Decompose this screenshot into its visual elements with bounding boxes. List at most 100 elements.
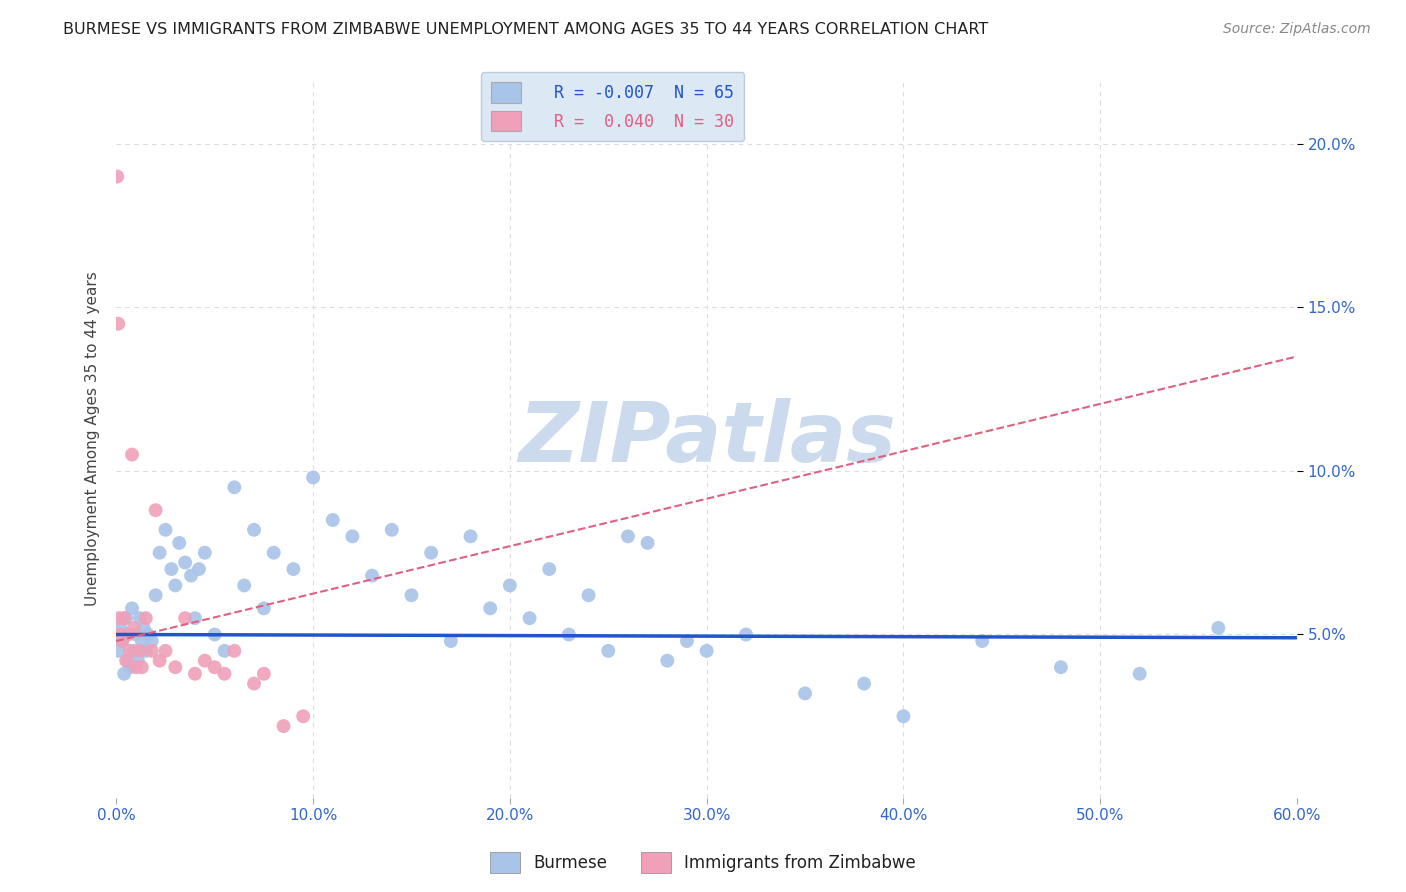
Point xyxy=(214,666,236,681)
Point xyxy=(135,611,157,625)
Point xyxy=(135,644,157,658)
Text: BURMESE VS IMMIGRANTS FROM ZIMBABWE UNEMPLOYMENT AMONG AGES 35 TO 44 YEARS CORRE: BURMESE VS IMMIGRANTS FROM ZIMBABWE UNEM… xyxy=(63,22,988,37)
Point xyxy=(1050,660,1073,674)
Point xyxy=(292,709,315,723)
Point xyxy=(263,546,285,560)
Point xyxy=(194,546,217,560)
Point xyxy=(145,503,167,517)
Point xyxy=(115,654,138,668)
Point xyxy=(637,536,659,550)
Point xyxy=(233,578,256,592)
Point xyxy=(121,601,143,615)
Point xyxy=(696,644,718,658)
Point xyxy=(204,627,226,641)
Text: ZIPatlas: ZIPatlas xyxy=(517,398,896,479)
Point xyxy=(131,660,153,674)
Point xyxy=(118,644,141,658)
Point xyxy=(141,634,163,648)
Point xyxy=(118,660,141,674)
Point xyxy=(108,621,131,635)
Point xyxy=(148,654,170,668)
Point xyxy=(165,578,187,592)
Point xyxy=(155,523,177,537)
Point xyxy=(381,523,404,537)
Point xyxy=(598,644,620,658)
Point xyxy=(180,568,202,582)
Point xyxy=(108,611,131,625)
Point xyxy=(853,676,876,690)
Point xyxy=(115,611,138,625)
Point xyxy=(401,588,423,602)
Point xyxy=(479,601,502,615)
Point xyxy=(131,634,153,648)
Point xyxy=(125,627,148,641)
Point xyxy=(253,601,276,615)
Point xyxy=(657,654,679,668)
Point xyxy=(125,660,148,674)
Point xyxy=(132,621,155,635)
Point xyxy=(1129,666,1152,681)
Y-axis label: Unemployment Among Ages 35 to 44 years: Unemployment Among Ages 35 to 44 years xyxy=(86,271,100,606)
Point xyxy=(107,644,129,658)
Point xyxy=(519,611,541,625)
Point xyxy=(361,568,384,582)
Point xyxy=(204,660,226,674)
Point xyxy=(253,666,276,681)
Point xyxy=(160,562,183,576)
Point xyxy=(893,709,915,723)
Legend: Burmese, Immigrants from Zimbabwe: Burmese, Immigrants from Zimbabwe xyxy=(484,846,922,880)
Point xyxy=(155,644,177,658)
Point xyxy=(107,317,129,331)
Point xyxy=(122,621,145,635)
Point xyxy=(794,686,817,700)
Point xyxy=(1208,621,1230,635)
Point xyxy=(578,588,600,602)
Point xyxy=(117,627,139,641)
Point xyxy=(112,611,135,625)
Point xyxy=(735,627,758,641)
Point xyxy=(617,529,640,543)
Point xyxy=(538,562,561,576)
Point xyxy=(174,556,197,570)
Point xyxy=(148,546,170,560)
Text: Source: ZipAtlas.com: Source: ZipAtlas.com xyxy=(1223,22,1371,37)
Point xyxy=(128,644,150,658)
Point xyxy=(302,470,325,484)
Point xyxy=(167,536,190,550)
Point xyxy=(972,634,994,648)
Point xyxy=(117,654,139,668)
Point xyxy=(184,666,207,681)
Point xyxy=(145,588,167,602)
Point xyxy=(214,644,236,658)
Point xyxy=(108,627,131,641)
Point xyxy=(141,644,163,658)
Point xyxy=(499,578,522,592)
Point xyxy=(224,480,246,494)
Point xyxy=(194,654,217,668)
Point xyxy=(420,546,443,560)
Point xyxy=(121,448,143,462)
Point xyxy=(273,719,295,733)
Point xyxy=(558,627,581,641)
Point xyxy=(243,676,266,690)
Point xyxy=(342,529,364,543)
Point xyxy=(174,611,197,625)
Point xyxy=(105,169,128,184)
Point xyxy=(127,654,149,668)
Point xyxy=(440,634,463,648)
Point xyxy=(676,634,699,648)
Point xyxy=(460,529,482,543)
Point xyxy=(224,644,246,658)
Point xyxy=(283,562,305,576)
Point xyxy=(243,523,266,537)
Point xyxy=(322,513,344,527)
Point xyxy=(165,660,187,674)
Point xyxy=(187,562,209,576)
Point xyxy=(184,611,207,625)
Point xyxy=(136,627,159,641)
Point xyxy=(122,644,145,658)
Point xyxy=(128,611,150,625)
Point xyxy=(111,634,134,648)
Legend:   R = -0.007  N = 65,   R =  0.040  N = 30: R = -0.007 N = 65, R = 0.040 N = 30 xyxy=(481,72,744,141)
Point xyxy=(111,634,134,648)
